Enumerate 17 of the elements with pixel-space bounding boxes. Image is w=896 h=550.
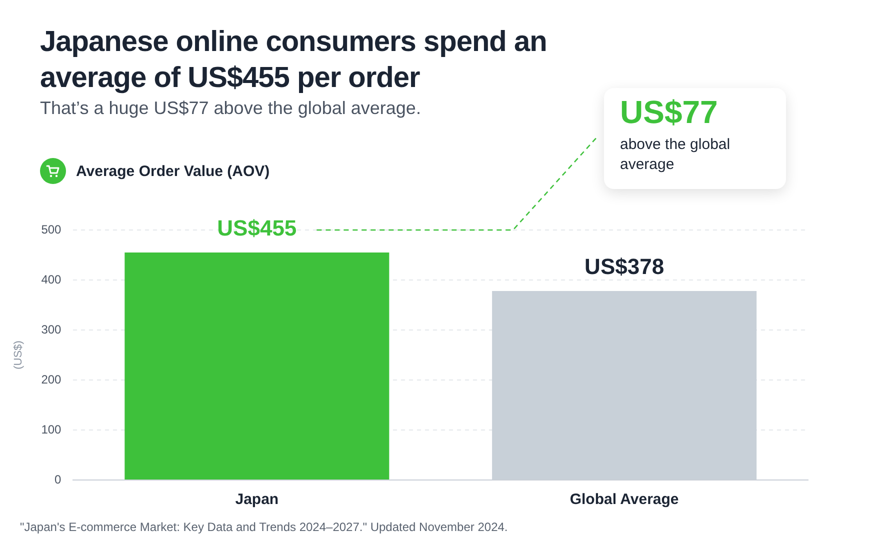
- data-label: US$378: [584, 254, 664, 280]
- y-tick-label: 200: [41, 372, 62, 386]
- text: US$77: [620, 94, 719, 131]
- y-tick-label: 300: [41, 322, 62, 336]
- x-tick-label: Global Average: [570, 491, 679, 508]
- y-tick-label: 500: [41, 222, 62, 236]
- chart-subtitle: That’s a huge US$77 above the global average.: [40, 98, 421, 119]
- text: above the global average: [620, 135, 732, 175]
- y-tick-label: 100: [41, 422, 62, 436]
- y-tick-label: 400: [41, 272, 62, 286]
- text: "Japan's E-commerce Market: Key Data and Trends 2024–2027." Updated November 2024.: [20, 520, 508, 534]
- data-label: US$455: [217, 216, 297, 241]
- x-tick-label: Japan: [235, 491, 279, 508]
- chart-title: Japanese online consumers spend an average of US$455 per order: [40, 25, 548, 96]
- y-axis-title: (US$): [12, 340, 25, 370]
- legend-label: Average Order Value (AOV): [76, 162, 270, 180]
- y-tick-label: 0: [54, 472, 62, 486]
